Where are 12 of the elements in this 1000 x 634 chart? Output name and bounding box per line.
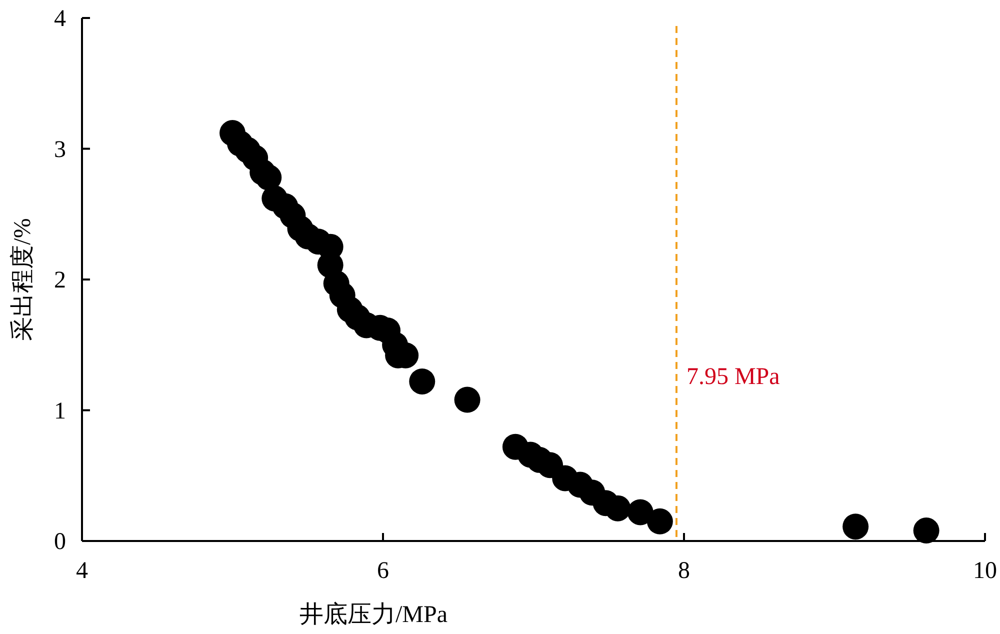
x-tick-label: 10 bbox=[973, 558, 997, 584]
y-tick-label: 4 bbox=[54, 6, 66, 32]
y-tick-label: 2 bbox=[54, 268, 66, 294]
ref-line-label: 7.95 MPa bbox=[686, 364, 780, 390]
x-tick-label: 8 bbox=[678, 558, 690, 584]
y-tick-label: 0 bbox=[54, 529, 66, 555]
x-tick-label: 6 bbox=[377, 558, 389, 584]
y-axis-title: 采出程度/% bbox=[9, 218, 36, 341]
y-tick-label: 1 bbox=[54, 398, 66, 424]
y-tick-label: 3 bbox=[54, 136, 66, 163]
x-axis-title: 井底压力/MPa bbox=[299, 601, 448, 628]
x-tick-label: 4 bbox=[76, 558, 88, 584]
